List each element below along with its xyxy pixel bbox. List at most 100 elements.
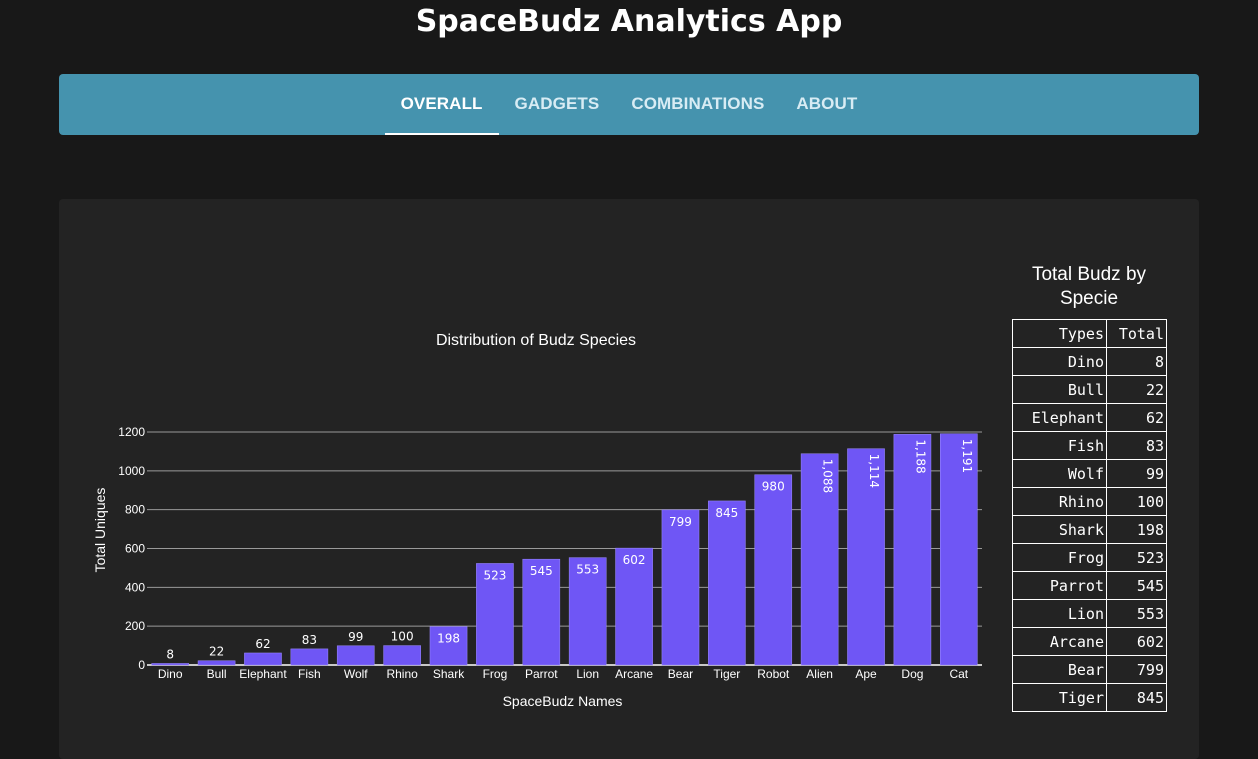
x-axis-label: SpaceBudz Names	[503, 693, 623, 709]
y-tick-label: 600	[125, 542, 145, 556]
x-tick-label: Tiger	[713, 667, 740, 681]
nav-tabs: OVERALL GADGETS COMBINATIONS ABOUT	[59, 74, 1199, 135]
data-label: 553	[576, 563, 599, 577]
bar-tiger[interactable]	[708, 500, 746, 666]
total-cell: 100	[1106, 487, 1167, 516]
tab-combinations[interactable]: COMBINATIONS	[631, 94, 765, 113]
y-tick-label: 1200	[118, 425, 145, 439]
x-tick-label: Robot	[757, 667, 790, 681]
y-axis-label: Total Uniques	[92, 488, 108, 573]
table-row: Shark 198	[1012, 515, 1167, 544]
table-row: Rhino 100	[1012, 487, 1167, 516]
table-row: Dino 8	[1012, 347, 1167, 376]
y-tick-label: 0	[138, 658, 145, 672]
data-label: 1,114	[867, 454, 881, 488]
data-label: 8	[166, 647, 174, 661]
chart-title: Distribution of Budz Species	[436, 332, 636, 349]
table-header-row: Types Total	[1012, 319, 1167, 348]
total-cell: 799	[1106, 655, 1167, 684]
bar-wolf[interactable]	[336, 645, 375, 666]
type-cell: Elephant	[1012, 403, 1107, 432]
bar-ape[interactable]	[847, 448, 885, 666]
bar-fish[interactable]	[290, 648, 329, 666]
tab-gadgets[interactable]: GADGETS	[514, 94, 600, 113]
type-cell: Bull	[1012, 375, 1107, 404]
x-tick-label: Bull	[207, 667, 227, 681]
bar-elephant[interactable]	[244, 652, 282, 666]
column-header: Total	[1106, 319, 1167, 348]
x-tick-label: Cat	[949, 667, 968, 681]
x-tick-label: Dino	[158, 667, 183, 681]
table-row: Bear 799	[1012, 655, 1167, 684]
table-row: Wolf 99	[1012, 459, 1167, 488]
total-cell: 545	[1106, 571, 1167, 600]
y-tick-label: 400	[125, 580, 145, 594]
total-cell: 523	[1106, 543, 1167, 572]
data-label: 545	[530, 564, 553, 578]
data-label: 1,088	[821, 459, 835, 493]
table-row: Arcane 602	[1012, 627, 1167, 656]
bar-lion[interactable]	[568, 557, 607, 666]
bar-cat[interactable]	[940, 433, 978, 666]
data-label: 100	[391, 630, 414, 644]
bar-shark[interactable]	[429, 626, 468, 666]
type-cell: Wolf	[1012, 459, 1107, 488]
app-title: SpaceBudz Analytics App	[415, 4, 843, 39]
tab-overall[interactable]: OVERALL	[384, 74, 499, 135]
total-cell: 83	[1106, 431, 1167, 460]
total-cell: 22	[1106, 375, 1167, 404]
x-tick-label: Wolf	[344, 667, 368, 681]
table-row: Lion 553	[1012, 599, 1167, 628]
data-label: 62	[255, 637, 270, 651]
data-label: 99	[348, 630, 363, 644]
y-tick-label: 1000	[118, 464, 145, 478]
type-cell: Frog	[1012, 543, 1107, 572]
data-label: 845	[715, 506, 738, 520]
data-label: 1,191	[960, 439, 974, 473]
y-tick-label: 800	[125, 503, 145, 517]
bar-dino[interactable]	[151, 663, 189, 666]
bar-frog[interactable]	[476, 563, 514, 666]
table-row: Parrot 545	[1012, 571, 1167, 600]
species-bar-chart: Distribution of Budz Species 0 200 400 600 80…	[92, 332, 982, 709]
bar-robot[interactable]	[754, 474, 793, 666]
data-label: 83	[302, 633, 317, 647]
x-tick-label: Lion	[576, 667, 599, 681]
total-cell: 553	[1106, 599, 1167, 628]
data-label: 980	[762, 480, 785, 494]
type-cell: Shark	[1012, 515, 1107, 544]
table-title: Total Budz by Specie	[1031, 264, 1147, 309]
y-tick-label: 200	[125, 619, 145, 633]
data-label: 799	[669, 515, 692, 529]
total-cell: 602	[1106, 627, 1167, 656]
bar-bear[interactable]	[661, 509, 700, 666]
x-tick-label: Alien	[806, 667, 833, 681]
data-label: 198	[437, 632, 460, 646]
x-tick-label: Dog	[901, 667, 923, 681]
bar-bull[interactable]	[197, 660, 236, 666]
bar-arcane[interactable]	[615, 547, 653, 666]
x-tick-label: Fish	[298, 667, 321, 681]
bar-rhino[interactable]	[383, 645, 421, 666]
type-cell: Fish	[1012, 431, 1107, 460]
total-cell: 8	[1106, 347, 1167, 376]
table-row: Bull 22	[1012, 375, 1167, 404]
bar-dog[interactable]	[893, 434, 932, 666]
total-cell: 198	[1106, 515, 1167, 544]
table-row: Fish 83	[1012, 431, 1167, 460]
data-label: 523	[483, 568, 506, 582]
navbar: OVERALL GADGETS COMBINATIONS ABOUT	[59, 74, 1199, 135]
table-row: Tiger 845	[1012, 683, 1167, 712]
data-label: 602	[623, 553, 646, 567]
total-cell: 62	[1106, 403, 1167, 432]
type-cell: Bear	[1012, 655, 1107, 684]
bar-parrot[interactable]	[522, 558, 561, 666]
x-tick-label: Parrot	[525, 667, 558, 681]
tab-about[interactable]: ABOUT	[796, 94, 858, 113]
type-cell: Parrot	[1012, 571, 1107, 600]
type-cell: Dino	[1012, 347, 1107, 376]
type-cell: Lion	[1012, 599, 1107, 628]
total-cell: 845	[1106, 683, 1167, 712]
x-tick-label: Bear	[668, 667, 693, 681]
bar-alien[interactable]	[800, 453, 839, 666]
